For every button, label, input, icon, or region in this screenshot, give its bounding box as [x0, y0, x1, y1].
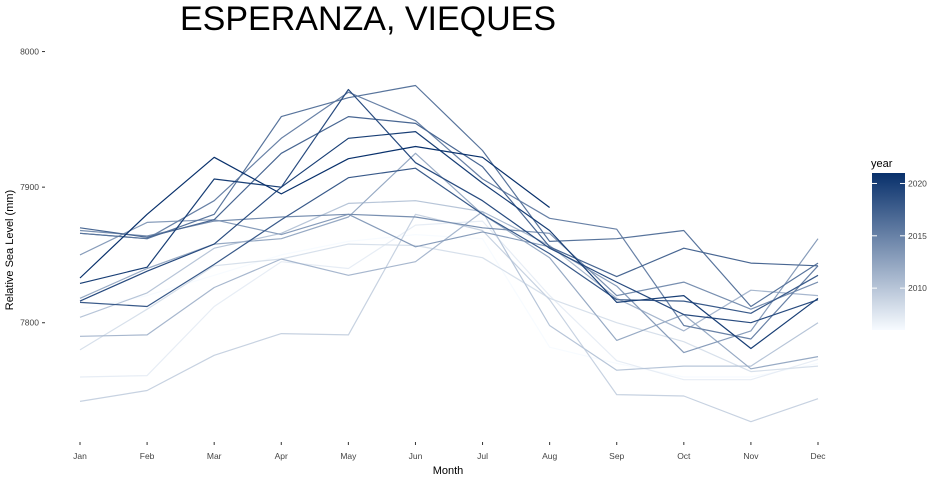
- x-tick-label: Oct: [677, 451, 691, 461]
- series-line-2020: [79, 131, 819, 350]
- x-axis: Jan Feb Mar Apr May Jun Jul Aug Sep Oct Nov Dec: [73, 442, 826, 461]
- y-axis-title: Relative Sea Level (mm): [4, 190, 16, 310]
- legend-title: year: [871, 158, 893, 170]
- series-line-2018: [79, 167, 819, 314]
- color-legend: year 2010 2015 2020: [871, 158, 927, 330]
- series-line-2008: [79, 243, 819, 373]
- series-layer: [79, 84, 819, 423]
- series-line-2017: [79, 116, 819, 278]
- x-tick-label: Aug: [542, 451, 557, 461]
- chart-title: ESPERANZA, VIEQUES: [180, 0, 556, 38]
- series-line-2019: [79, 88, 819, 324]
- x-tick-label: Jan: [73, 451, 87, 461]
- legend-tick-label: 2010: [908, 283, 927, 293]
- x-tick-label: Sep: [609, 451, 624, 461]
- series-line-2013: [79, 213, 819, 354]
- legend-colorbar: [872, 173, 905, 330]
- x-tick-label: Mar: [207, 451, 222, 461]
- y-tick-label: 8000: [20, 47, 39, 57]
- x-tick-label: Jul: [477, 451, 488, 461]
- legend-tick-label: 2020: [908, 178, 927, 188]
- legend-tick-label: 2015: [908, 231, 927, 241]
- x-axis-title: Month: [433, 465, 464, 477]
- series-line-2012: [79, 152, 819, 370]
- x-tick-label: May: [340, 451, 357, 461]
- x-tick-label: Dec: [810, 451, 826, 461]
- y-axis: 7800 7900 8000: [20, 47, 45, 328]
- x-tick-label: Feb: [140, 451, 155, 461]
- series-line-2016: [79, 84, 819, 308]
- series-line-2007: [79, 220, 819, 381]
- y-tick-label: 7900: [20, 182, 39, 192]
- x-tick-label: Nov: [743, 451, 759, 461]
- x-tick-label: Jun: [409, 451, 423, 461]
- series-line-2015: [79, 91, 819, 340]
- x-tick-label: Apr: [275, 451, 288, 461]
- series-line-2010: [79, 200, 819, 371]
- series-line-2021: [79, 145, 550, 279]
- series-line-2014: [79, 213, 819, 310]
- y-tick-label: 7800: [20, 318, 39, 328]
